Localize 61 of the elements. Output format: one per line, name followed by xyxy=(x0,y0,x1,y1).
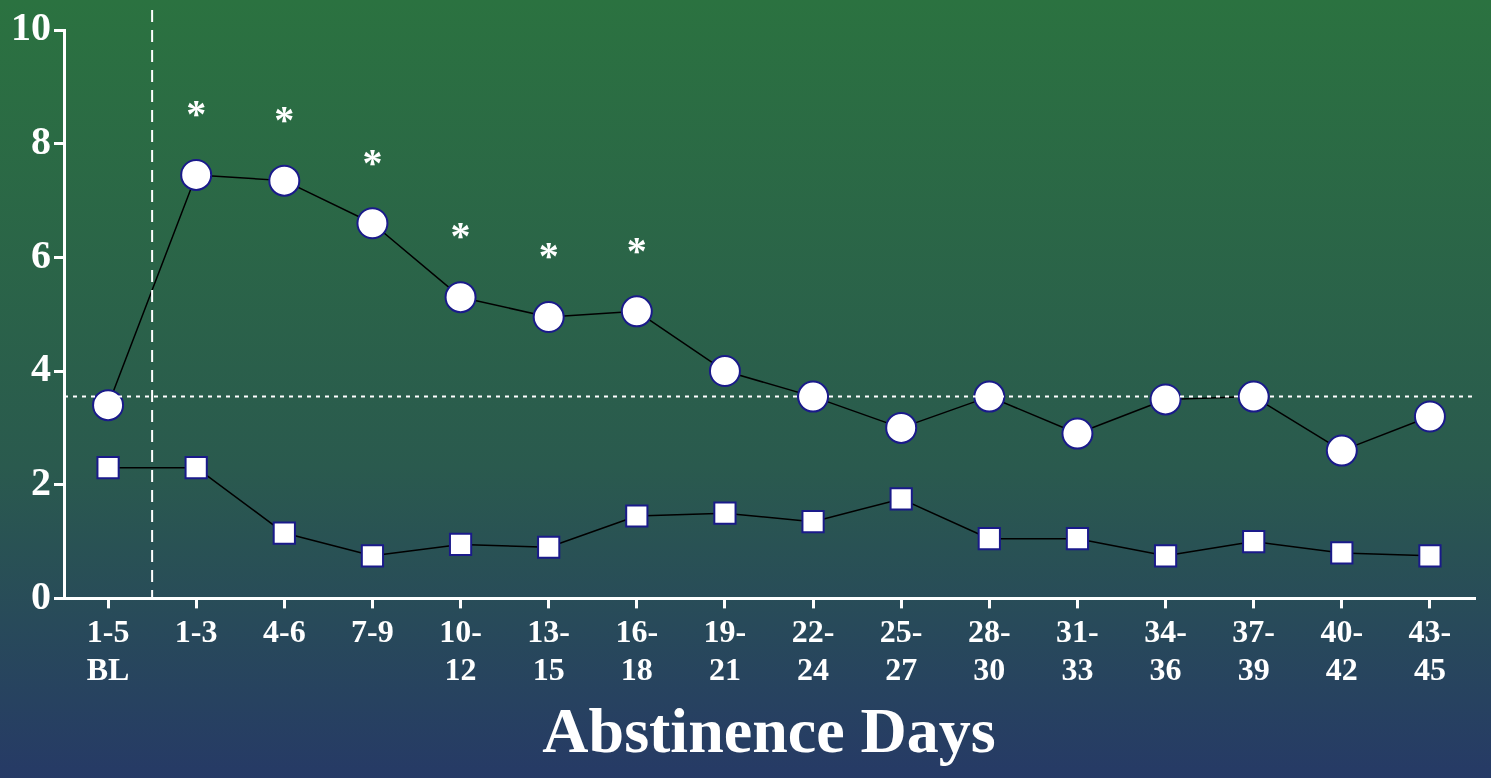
point xyxy=(1237,380,1270,413)
annotation: * xyxy=(626,227,647,273)
point xyxy=(1149,383,1182,416)
x-tick-label: 7-9 xyxy=(351,612,394,649)
point xyxy=(272,521,296,545)
point xyxy=(1065,527,1090,551)
point xyxy=(713,501,737,525)
x-tick-label: 10- 12 xyxy=(439,612,482,688)
point xyxy=(532,301,565,334)
x-tick-label: 1-5 BL xyxy=(86,612,130,688)
point xyxy=(360,544,385,568)
point xyxy=(356,207,389,240)
x-tick-label: 13- 15 xyxy=(527,612,571,688)
x-tick-label: 25- 27 xyxy=(879,612,923,688)
annotation: * xyxy=(274,96,295,142)
point xyxy=(889,487,913,511)
x-tick-label: 40- 42 xyxy=(1320,612,1364,688)
x-tick-label: 34- 36 xyxy=(1144,612,1187,688)
point xyxy=(1413,400,1446,433)
annotation: * xyxy=(538,233,559,279)
y-tick-label: 0 xyxy=(31,572,51,618)
point xyxy=(977,527,1001,551)
y-tick-label: 2 xyxy=(31,459,51,505)
x-tick-label: 43- 45 xyxy=(1408,612,1452,688)
y-tick-label: 8 xyxy=(31,118,51,164)
x-axis-title: Abstinence Days xyxy=(542,695,996,767)
x-tick-label: 22- 24 xyxy=(791,612,835,688)
point xyxy=(797,380,830,413)
x-tick-label: 37- 39 xyxy=(1232,612,1276,688)
y-tick-label: 6 xyxy=(31,231,51,277)
annotation: * xyxy=(450,213,471,259)
point xyxy=(180,158,213,191)
annotation: * xyxy=(186,91,207,137)
point xyxy=(973,380,1006,413)
x-tick-label: 1-3 xyxy=(174,612,218,649)
point xyxy=(1153,544,1178,568)
point xyxy=(448,532,473,557)
point xyxy=(1330,541,1354,565)
point xyxy=(708,355,741,388)
x-tick-label: 19- 21 xyxy=(703,612,747,688)
point xyxy=(268,164,301,197)
point xyxy=(885,411,918,444)
y-tick-label: 10 xyxy=(11,4,51,50)
annotation: * xyxy=(362,139,383,185)
point xyxy=(444,281,477,314)
point xyxy=(184,456,208,480)
x-tick-label: 4-6 xyxy=(262,612,306,649)
point xyxy=(96,456,120,480)
y-tick-label: 4 xyxy=(31,345,51,391)
point xyxy=(92,389,125,422)
point xyxy=(1242,529,1266,554)
point xyxy=(801,510,825,534)
point xyxy=(620,295,653,328)
point xyxy=(1325,434,1358,467)
x-tick-label: 28- 30 xyxy=(967,612,1011,688)
point xyxy=(1061,417,1094,450)
x-tick-label: 31- 33 xyxy=(1056,612,1099,688)
point xyxy=(625,504,649,528)
point xyxy=(1418,544,1442,568)
point xyxy=(537,535,561,559)
x-tick-label: 16- 18 xyxy=(615,612,659,688)
